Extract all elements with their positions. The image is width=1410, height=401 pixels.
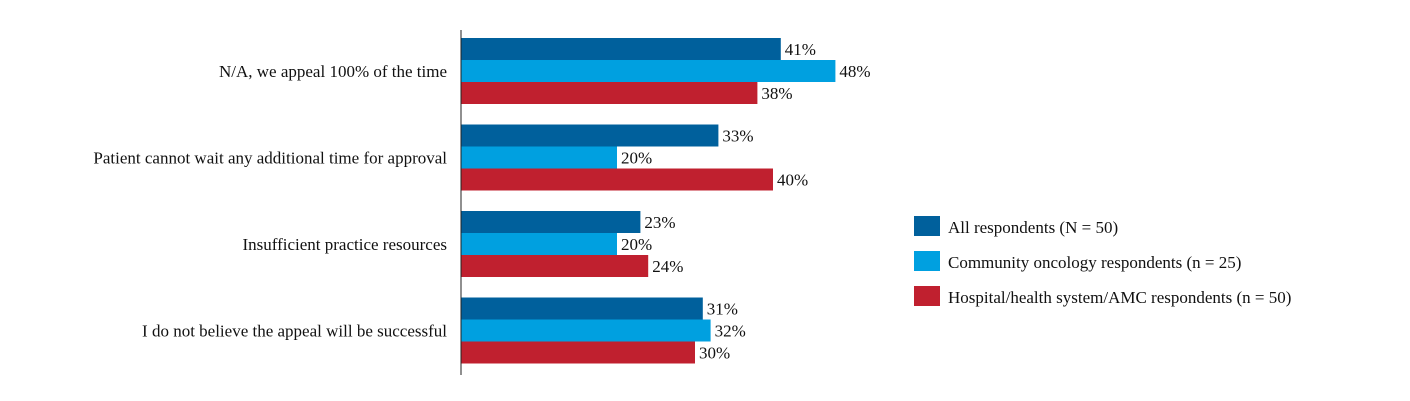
bar <box>461 211 641 233</box>
legend-label: All respondents (N = 50) <box>948 218 1118 237</box>
bar <box>461 319 711 342</box>
data-label: 38% <box>761 84 792 103</box>
data-label: 23% <box>644 213 675 232</box>
bar <box>461 124 719 147</box>
bar <box>461 168 773 191</box>
legend-swatch <box>914 216 940 236</box>
data-label: 31% <box>707 300 738 319</box>
legend-swatch <box>914 251 940 271</box>
category-labels: N/A, we appeal 100% of the time Patient c… <box>93 62 447 341</box>
legend-swatch <box>914 286 940 306</box>
bar <box>461 297 703 320</box>
data-label: 40% <box>777 171 808 190</box>
category-label: I do not believe the appeal will be succ… <box>142 322 447 341</box>
value-labels: 41%48%38%33%20%40%23%20%24%31%32%30% <box>621 40 871 363</box>
data-label: 30% <box>699 344 730 363</box>
data-label: 20% <box>621 149 652 168</box>
category-label: N/A, we appeal 100% of the time <box>219 62 447 81</box>
legend-label: Hospital/health system/AMC respondents (… <box>948 288 1291 307</box>
bars <box>461 38 836 364</box>
bar <box>461 38 781 60</box>
data-label: 41% <box>785 40 816 59</box>
category-label: Patient cannot wait any additional time … <box>93 149 447 168</box>
bar <box>461 233 617 255</box>
data-label: 48% <box>839 62 870 81</box>
bar <box>461 82 758 104</box>
data-label: 24% <box>652 257 683 276</box>
bar <box>461 341 695 364</box>
data-label: 20% <box>621 235 652 254</box>
data-label: 33% <box>722 127 753 146</box>
bar <box>461 60 836 82</box>
data-label: 32% <box>715 322 746 341</box>
bar <box>461 255 649 277</box>
category-label: Insufficient practice resources <box>242 235 447 254</box>
bar <box>461 146 617 169</box>
legend: All respondents (N = 50) Community oncolo… <box>914 216 1291 307</box>
legend-label: Community oncology respondents (n = 25) <box>948 253 1241 272</box>
